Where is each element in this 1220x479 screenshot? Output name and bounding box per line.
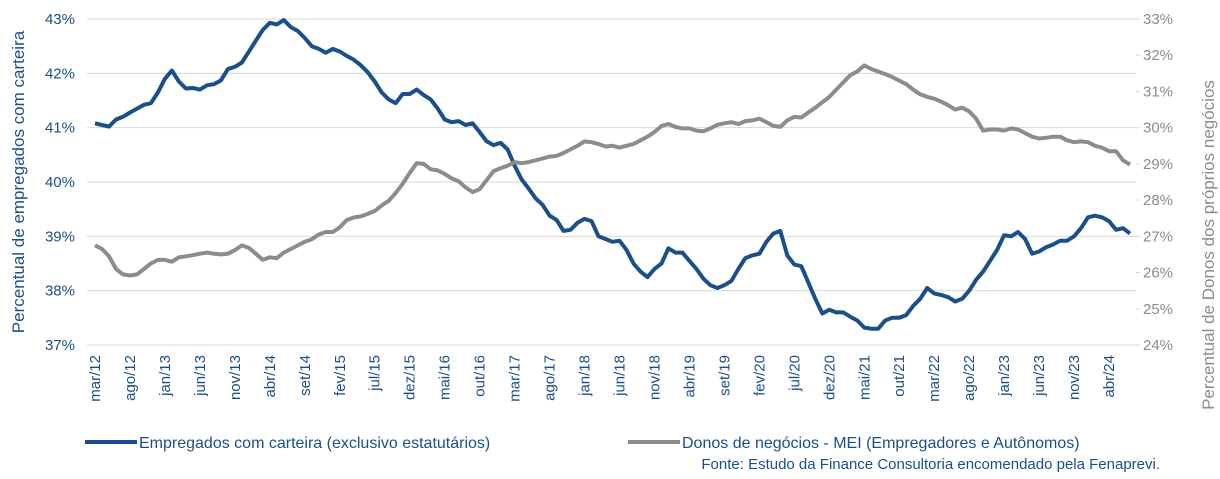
x-tick-label: fev/20 [751, 355, 768, 396]
x-tick-label: nov/13 [227, 355, 244, 400]
x-tick-label: dez/20 [821, 355, 838, 400]
x-tick-label: abr/19 [681, 355, 698, 398]
x-tick-label: jul/20 [786, 355, 803, 392]
y2-tick-label: 30% [1143, 120, 1173, 137]
y2-tick-label: 31% [1143, 83, 1173, 100]
y-tick-label: 40% [45, 174, 75, 191]
x-tick-label: out/21 [891, 355, 908, 397]
y-axis-label: Percentual de empregados com carteira [9, 30, 28, 333]
source-note: Fonte: Estudo da Finance Consultoria enc… [701, 456, 1160, 473]
x-tick-label: abr/24 [1101, 355, 1118, 398]
legend-label: Donos de negócios - MEI (Empregadores e … [682, 435, 1080, 452]
x-tick-label: jul/15 [367, 355, 384, 392]
y2-tick-label: 32% [1143, 47, 1173, 64]
y2-tick-label: 27% [1143, 228, 1173, 245]
x-tick-label: mar/17 [507, 355, 524, 402]
x-tick-label: abr/14 [262, 355, 279, 398]
x-tick-label: ago/22 [961, 355, 978, 401]
y2-tick-label: 28% [1143, 192, 1173, 209]
x-tick-label: jan/18 [577, 355, 594, 397]
y2-tick-label: 25% [1143, 301, 1173, 318]
x-tick-label: mar/22 [926, 355, 943, 402]
y-tick-label: 43% [45, 11, 75, 28]
x-tick-label: fev/15 [332, 355, 349, 396]
x-tick-label: nov/23 [1066, 355, 1083, 400]
x-tick-label: jun/23 [1031, 355, 1048, 397]
x-tick-label: mai/21 [856, 355, 873, 400]
x-tick-label: set/19 [716, 355, 733, 396]
y2-tick-label: 33% [1143, 11, 1173, 28]
x-tick-label: jan/13 [157, 355, 174, 397]
y-tick-label: 38% [45, 283, 75, 300]
x-tick-label: ago/12 [122, 355, 139, 401]
y2-tick-label: 26% [1143, 265, 1173, 282]
y-tick-label: 37% [45, 337, 75, 354]
x-tick-label: mar/12 [87, 355, 104, 402]
x-tick-label: mai/16 [437, 355, 454, 400]
x-tick-label: out/16 [472, 355, 489, 397]
legend-label: Empregados com carteira (exclusivo estat… [139, 435, 490, 452]
x-tick-label: dez/15 [402, 355, 419, 400]
x-tick-label: nov/18 [646, 355, 663, 400]
y2-tick-label: 29% [1143, 156, 1173, 173]
y-tick-label: 41% [45, 120, 75, 137]
line-series [94, 18, 1132, 331]
y2-tick-label: 24% [1143, 337, 1173, 354]
x-tick-label: ago/17 [542, 355, 559, 401]
x-tick-label: jun/18 [611, 355, 628, 397]
y-tick-label: 39% [45, 228, 75, 245]
y-tick-label: 42% [45, 65, 75, 82]
y2-axis-label: Percentual de Donos dos próprios negócio… [1199, 80, 1218, 410]
x-tick-label: jun/13 [192, 355, 209, 397]
line-series [94, 63, 1132, 278]
x-tick-label: jan/23 [996, 355, 1013, 397]
x-tick-label: set/14 [297, 355, 314, 396]
